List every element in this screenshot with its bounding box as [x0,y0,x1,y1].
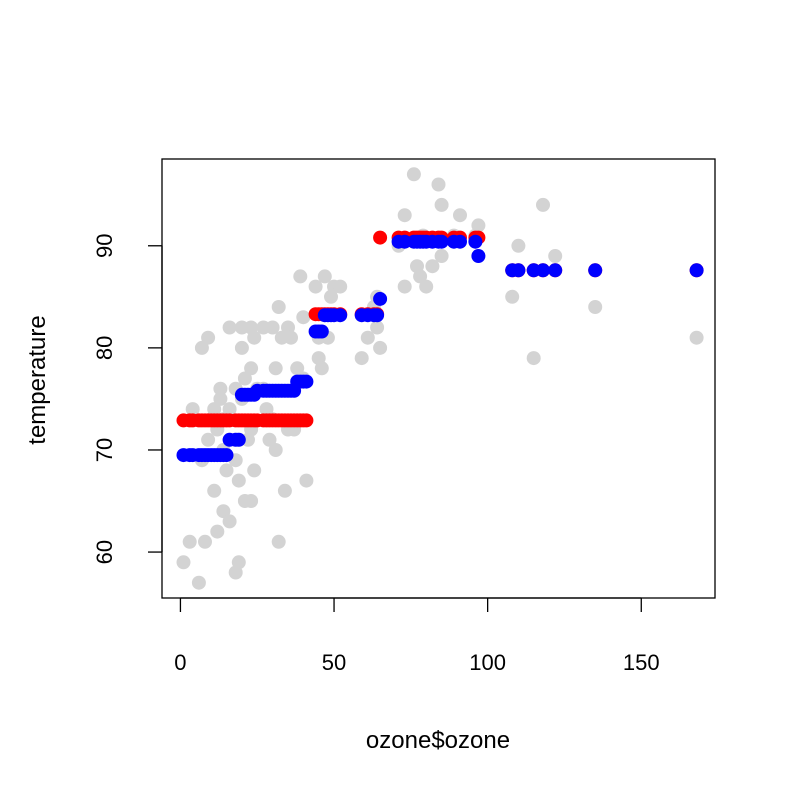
data-point-s0-65 [314,361,329,376]
data-point-s0-57 [290,361,305,376]
data-point-s2-49 [373,291,388,306]
data-point-s0-37 [244,494,259,508]
data-point-s0-36 [244,361,259,376]
data-point-s0-22 [222,320,237,335]
data-point-s2-62 [468,234,483,249]
data-point-s0-3 [191,575,206,590]
data-point-s0-66 [317,269,332,284]
y-tick-label: 60 [92,540,117,564]
data-point-s0-48 [268,361,283,376]
data-point-s0-59 [296,310,311,325]
data-point-s0-79 [397,208,412,223]
x-axis: 0 50 100 150 [174,597,660,675]
data-point-s0-94 [511,238,526,253]
data-point-s1-49 [373,230,388,245]
data-point-s0-92 [471,218,486,233]
data-point-s2-15 [231,432,246,447]
data-point-s2-39 [314,324,329,339]
data-point-s2-12 [219,448,234,463]
data-point-s0-11 [207,483,222,498]
data-point-s0-7 [201,330,216,345]
data-point-s0-88 [434,249,449,263]
data-point-s0-27 [231,473,246,488]
data-point-s0-5 [194,340,209,355]
data-point-s0-98 [588,300,603,314]
data-point-s0-90 [453,208,467,223]
data-point-s0-96 [536,197,550,212]
data-point-s0-52 [277,483,292,498]
data-point-s2-70 [689,263,704,278]
data-point-s0-86 [431,177,446,192]
data-point-s0-80 [406,167,421,182]
data-point-s0-0 [176,555,191,570]
data-point-s2-65 [511,263,526,278]
data-point-s0-74 [370,320,385,335]
data-point-s0-19 [219,463,234,478]
data-point-s0-16 [216,504,231,519]
data-point-s0-72 [360,330,375,345]
data-point-s0-82 [413,269,428,284]
data-point-s0-76 [373,340,388,355]
x-tick-label: 0 [174,650,186,675]
data-point-s0-43 [259,402,274,417]
x-axis-label: ozone$ozone [366,727,510,754]
y-axis-label: temperature [24,315,51,444]
data-point-s0-55 [284,330,298,345]
data-point-s2-68 [548,263,563,278]
data-point-s0-87 [434,197,449,212]
data-point-s2-61 [453,234,467,249]
data-point-s0-50 [271,300,286,314]
x-tick-label: 50 [322,650,346,675]
data-point-s0-61 [299,473,314,488]
data-point-s0-44 [262,432,277,447]
data-point-s0-46 [265,320,280,335]
data-point-s0-47 [268,443,283,457]
data-point-s0-1 [182,534,197,549]
data-point-s2-59 [434,234,449,249]
data-point-s2-67 [536,263,550,278]
y-axis: 60 70 80 90 [92,234,163,564]
data-point-s2-48 [370,308,385,323]
y-tick-label: 70 [92,438,117,462]
data-point-s2-69 [588,263,603,278]
data-point-s1-36 [299,413,314,428]
points-layer [176,167,704,590]
data-point-s0-8 [201,432,216,447]
data-point-s0-14 [213,391,228,406]
data-point-s0-71 [354,351,369,366]
data-point-s0-15 [213,381,228,396]
x-tick-label: 100 [469,650,506,675]
data-point-s0-6 [198,534,212,549]
data-point-s0-21 [222,402,237,417]
data-point-s2-36 [299,374,314,389]
data-point-s0-62 [308,279,323,294]
data-point-s0-26 [231,555,246,570]
data-point-s0-10 [207,402,222,417]
data-point-s0-31 [237,371,252,386]
data-point-s0-39 [247,330,262,345]
data-point-s0-38 [247,463,262,478]
data-point-s2-44 [333,308,348,323]
y-tick-label: 80 [92,336,117,360]
data-point-s0-49 [271,534,286,549]
data-point-s0-84 [419,279,434,294]
data-point-s0-2 [185,402,200,417]
data-point-s0-93 [505,289,520,304]
data-point-s0-12 [210,524,225,539]
data-point-s0-97 [548,249,563,263]
data-point-s0-95 [526,351,541,366]
data-point-s0-20 [222,514,237,529]
y-tick-label: 90 [92,234,117,258]
x-tick-label: 150 [623,650,660,675]
data-point-s0-99 [689,330,704,345]
data-point-s0-70 [333,279,348,294]
data-point-s0-58 [293,269,308,284]
data-point-s0-78 [397,279,412,294]
data-point-s0-30 [234,340,249,355]
data-point-s0-85 [425,259,440,274]
data-point-s2-63 [471,249,486,263]
